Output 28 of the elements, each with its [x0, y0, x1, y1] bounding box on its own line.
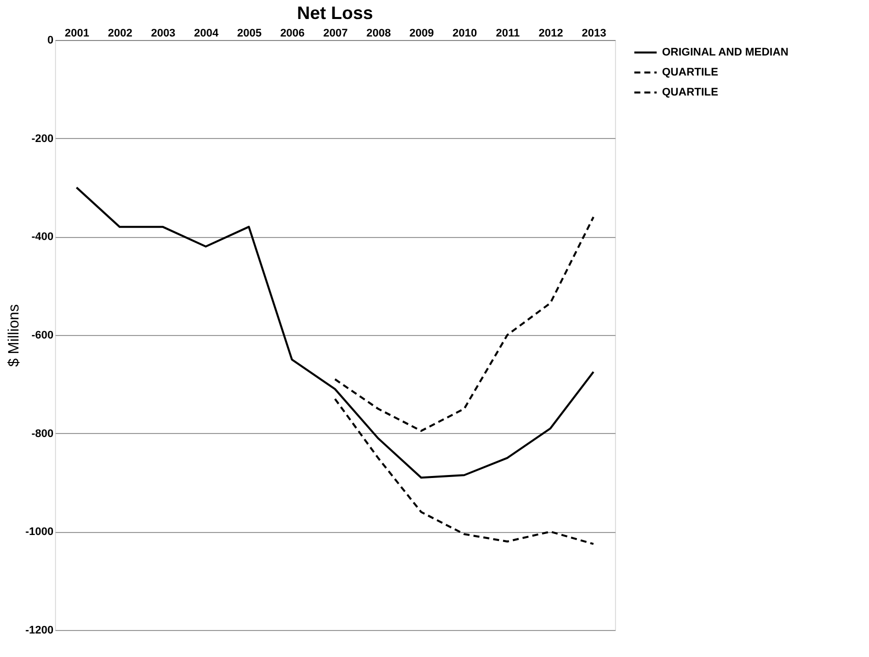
legend-label: QUARTILE: [662, 66, 718, 78]
x-tick-label: 2001: [64, 28, 90, 40]
y-axis-title: $ Millions: [5, 304, 22, 367]
x-tick-label: 2002: [108, 28, 132, 40]
y-tick-label: -1200: [25, 624, 54, 636]
x-tick-label: 2012: [538, 28, 564, 40]
chart-title: Net Loss: [296, 3, 374, 23]
x-tick-label: 2007: [323, 28, 348, 40]
line-series: [334, 216, 594, 432]
y-tick-label: -200: [31, 132, 54, 145]
x-tick-label: 2009: [409, 28, 434, 40]
x-tick-label: 2006: [280, 28, 305, 40]
x-tick-label: 2013: [582, 28, 606, 40]
x-tick-label: 2004: [194, 28, 220, 40]
x-tick-label: 2005: [237, 28, 262, 40]
line-series: [334, 398, 594, 545]
y-tick-label: 0: [47, 34, 54, 46]
x-tick-label: 2003: [150, 28, 176, 40]
legend-label: QUARTILE: [662, 86, 718, 98]
y-tick-label: -400: [31, 231, 54, 244]
y-tick-label: -1000: [25, 526, 54, 538]
x-tick-label: 2010: [452, 28, 477, 40]
x-tick-label: 2011: [496, 28, 520, 40]
y-tick-label: -800: [31, 428, 54, 440]
y-tick-label: -600: [31, 330, 54, 342]
legend-label: ORIGINAL AND MEDIAN: [662, 46, 789, 58]
x-tick-label: 2008: [366, 28, 391, 40]
line-series: [76, 186, 594, 479]
